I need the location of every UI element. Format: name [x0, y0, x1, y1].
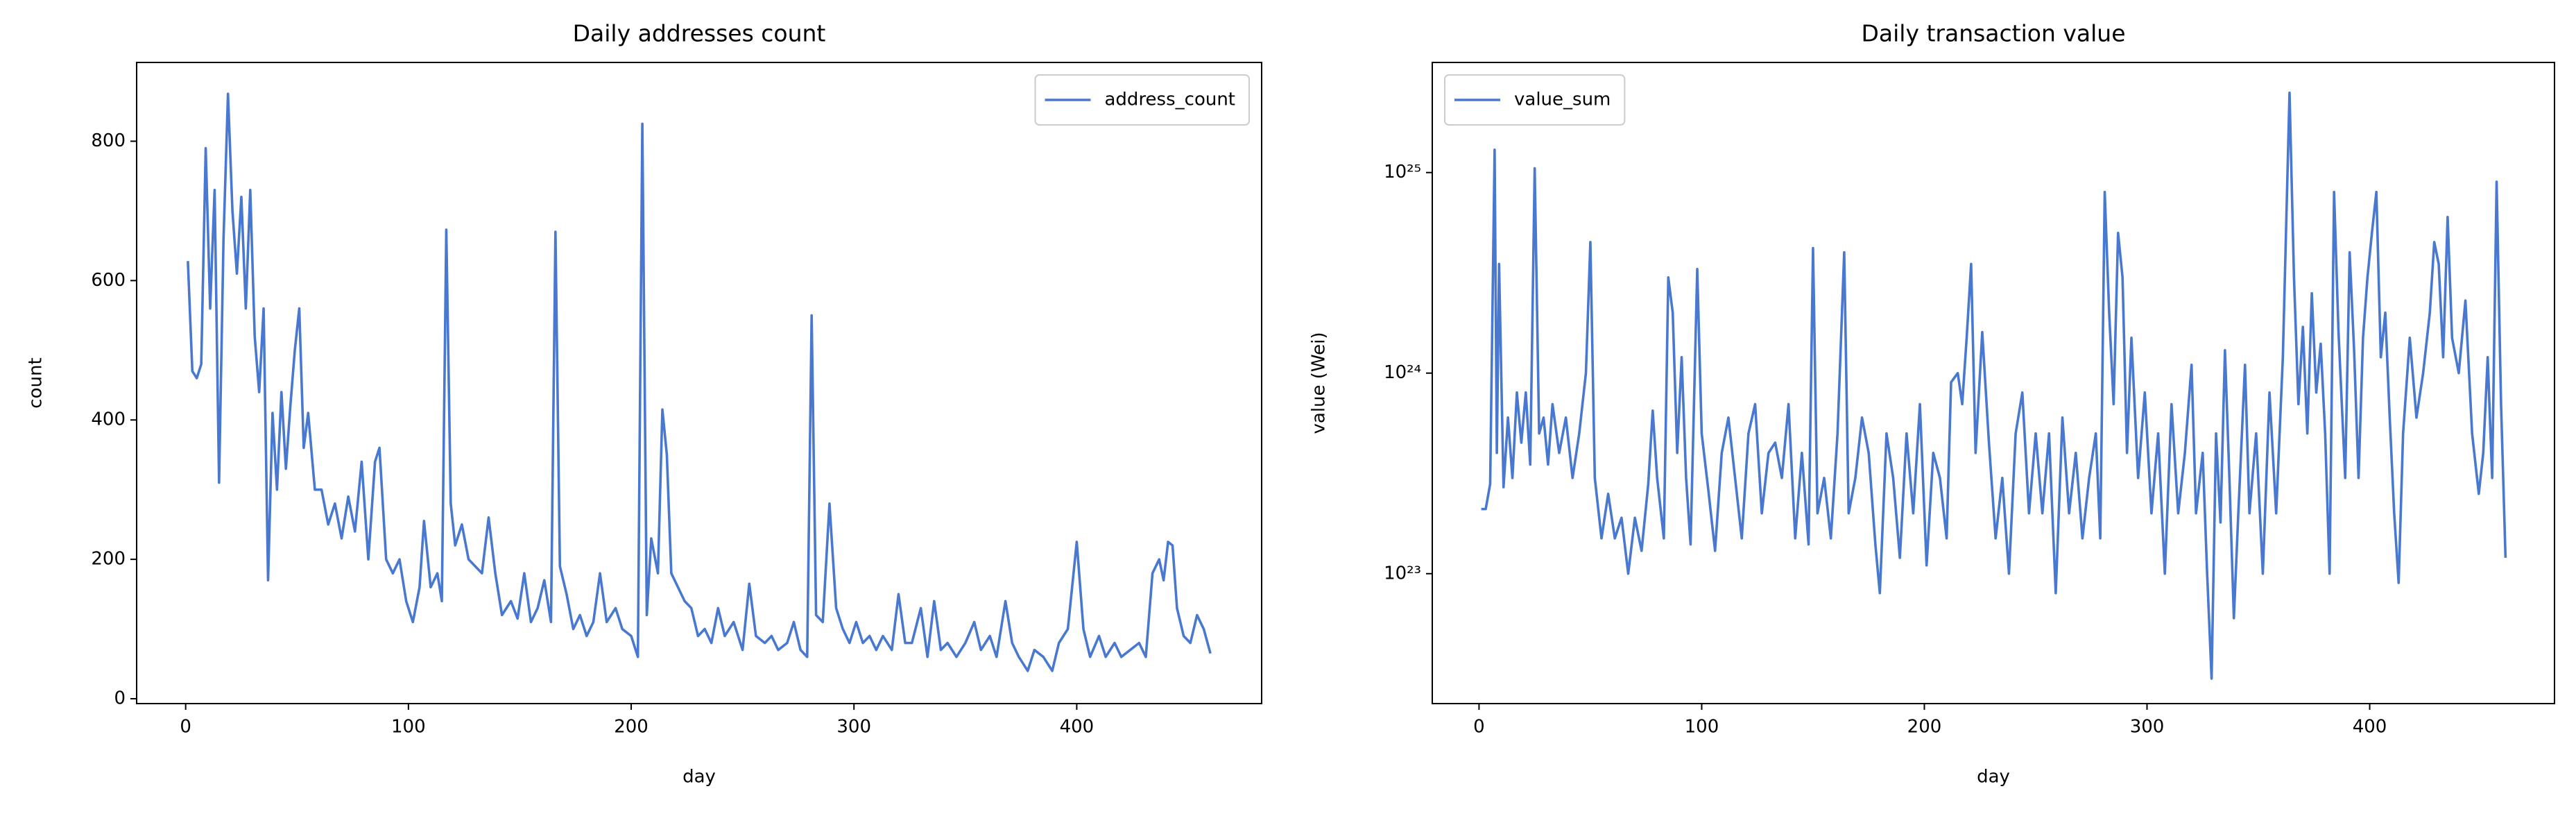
x-tick-label: 300	[2130, 717, 2165, 738]
y-tick-label: 0	[114, 688, 126, 708]
y-tick-label: 400	[91, 409, 126, 430]
x-axis-label: day	[1977, 767, 2010, 788]
y-tick-label: 10²⁴	[1384, 362, 1421, 383]
legend-label: value_sum	[1514, 90, 1611, 110]
x-tick-label: 400	[2353, 717, 2387, 738]
x-axis-label: day	[682, 767, 716, 788]
y-axis-label: count	[26, 357, 46, 408]
y-tick-label: 10²³	[1384, 563, 1421, 584]
y-tick-label: 10²⁵	[1384, 162, 1421, 182]
legend-box	[1444, 74, 1626, 126]
x-tick-label: 400	[1060, 717, 1094, 738]
x-tick-label: 200	[614, 717, 649, 738]
plot-frame	[1432, 62, 2555, 704]
x-tick-label: 100	[391, 717, 426, 738]
x-tick-label: 200	[1907, 717, 1942, 738]
plot-frame	[136, 62, 1262, 704]
x-tick-label: 100	[1685, 717, 1719, 738]
legend-box	[1034, 74, 1250, 126]
chart-title: Daily transaction value	[1861, 20, 2125, 47]
x-tick-label: 300	[836, 717, 871, 738]
y-tick-label: 800	[91, 130, 126, 151]
x-tick-label: 0	[180, 717, 191, 738]
data-line	[1481, 91, 2507, 680]
chart-title: Daily addresses count	[573, 20, 826, 47]
y-axis-label: value (Wei)	[1309, 332, 1330, 434]
y-tick-label: 200	[91, 549, 126, 570]
y-tick-label: 600	[91, 270, 126, 291]
data-line	[187, 92, 1212, 672]
x-tick-label: 0	[1473, 717, 1485, 738]
legend-label: address_count	[1105, 90, 1236, 110]
